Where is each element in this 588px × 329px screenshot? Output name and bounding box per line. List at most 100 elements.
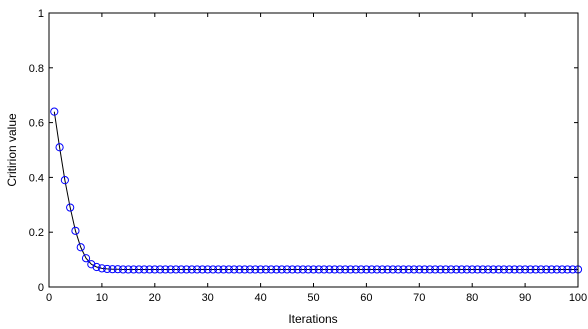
data-point-marker bbox=[478, 265, 487, 274]
data-point-marker bbox=[166, 265, 175, 274]
data-point-marker bbox=[388, 265, 397, 274]
data-point-marker bbox=[425, 265, 434, 274]
data-point-marker bbox=[378, 265, 387, 274]
data-point-marker bbox=[346, 265, 355, 274]
data-point-marker bbox=[547, 265, 556, 274]
data-point-marker bbox=[155, 265, 165, 274]
data-point-marker bbox=[521, 265, 530, 274]
data-point-marker bbox=[499, 265, 509, 274]
data-point-marker bbox=[277, 265, 286, 274]
data-point-marker bbox=[140, 265, 149, 274]
data-point-marker bbox=[203, 265, 212, 274]
data-point-marker bbox=[515, 265, 524, 274]
data-point-marker bbox=[404, 265, 413, 274]
data-point-marker bbox=[526, 265, 535, 274]
y-tick-label: 0.6 bbox=[29, 118, 44, 130]
data-point-marker bbox=[510, 265, 519, 274]
data-point-marker bbox=[87, 260, 96, 269]
data-point-marker bbox=[113, 265, 122, 274]
data-point-marker bbox=[219, 265, 228, 274]
data-point-marker bbox=[542, 265, 551, 274]
data-point-marker bbox=[256, 265, 265, 274]
data-point-marker bbox=[325, 265, 334, 274]
data-point-marker bbox=[272, 265, 281, 274]
data-point-marker bbox=[193, 265, 202, 274]
data-point-marker bbox=[182, 265, 191, 274]
data-point-marker bbox=[420, 265, 429, 274]
data-point-marker bbox=[76, 243, 85, 252]
data-point-marker bbox=[351, 265, 360, 274]
data-point-marker bbox=[150, 265, 159, 274]
data-point-marker bbox=[298, 265, 308, 274]
data-point-marker bbox=[129, 265, 138, 274]
marker-group bbox=[50, 107, 583, 274]
data-point-marker bbox=[531, 265, 540, 274]
y-tick-label: 0 bbox=[38, 282, 44, 294]
data-point-marker bbox=[383, 265, 392, 274]
data-point-marker bbox=[235, 265, 244, 274]
data-point-marker bbox=[415, 265, 424, 274]
plot-area bbox=[49, 13, 578, 287]
data-point-marker bbox=[97, 264, 107, 273]
data-point-marker bbox=[335, 265, 345, 274]
data-point-marker bbox=[536, 265, 546, 274]
data-point-marker bbox=[563, 265, 572, 274]
data-point-marker bbox=[362, 265, 371, 274]
data-point-marker bbox=[161, 265, 170, 274]
x-tick-label: 0 bbox=[46, 292, 52, 304]
x-tick-label: 90 bbox=[519, 292, 531, 304]
data-point-marker bbox=[468, 265, 477, 274]
data-point-marker bbox=[134, 265, 144, 274]
x-tick-label: 70 bbox=[413, 292, 425, 304]
data-point-marker bbox=[50, 107, 59, 116]
data-point-marker bbox=[214, 265, 223, 274]
data-point-marker bbox=[55, 143, 64, 152]
data-point-marker bbox=[357, 265, 366, 274]
data-point-marker bbox=[103, 264, 112, 274]
data-point-marker bbox=[558, 265, 567, 274]
data-point-marker bbox=[245, 265, 255, 274]
data-point-marker bbox=[60, 176, 69, 185]
x-axis-label: Iterations bbox=[288, 312, 337, 326]
x-tick-label: 30 bbox=[202, 292, 214, 304]
data-point-marker bbox=[224, 265, 233, 274]
data-point-marker bbox=[293, 265, 302, 274]
data-point-marker bbox=[372, 265, 382, 274]
x-tick-label: 40 bbox=[254, 292, 266, 304]
data-point-marker bbox=[288, 265, 297, 274]
y-axis-label: Critirion value bbox=[5, 113, 19, 187]
data-point-marker bbox=[240, 265, 249, 274]
data-point-marker bbox=[267, 265, 276, 274]
data-point-marker bbox=[319, 265, 329, 274]
data-point-marker bbox=[446, 265, 456, 274]
y-tick-label: 0.4 bbox=[29, 172, 44, 184]
data-point-marker bbox=[81, 254, 91, 263]
data-point-marker bbox=[171, 265, 181, 274]
data-point-marker bbox=[124, 265, 133, 274]
data-point-marker bbox=[187, 265, 196, 274]
data-point-marker bbox=[261, 265, 270, 274]
x-tick-label: 10 bbox=[96, 292, 108, 304]
data-point-marker bbox=[399, 265, 408, 274]
data-point-marker bbox=[177, 265, 186, 274]
y-tick-label: 0.2 bbox=[29, 227, 44, 239]
data-point-marker bbox=[198, 265, 207, 274]
data-point-marker bbox=[367, 265, 376, 274]
y-tick-label: 0.8 bbox=[29, 63, 44, 75]
data-point-marker bbox=[431, 265, 440, 274]
data-point-marker bbox=[314, 265, 323, 274]
data-point-marker bbox=[552, 265, 561, 274]
data-point-marker bbox=[118, 265, 128, 274]
data-point-marker bbox=[251, 265, 260, 274]
data-point-marker bbox=[436, 265, 445, 274]
data-point-marker bbox=[568, 265, 577, 274]
data-point-marker bbox=[304, 265, 313, 274]
data-point-marker bbox=[409, 265, 419, 274]
x-tick-label: 80 bbox=[466, 292, 478, 304]
data-point-marker bbox=[341, 265, 350, 274]
data-point-marker bbox=[66, 203, 75, 212]
data-point-marker bbox=[505, 265, 514, 274]
x-tick-label: 20 bbox=[149, 292, 161, 304]
data-point-marker bbox=[282, 265, 292, 274]
